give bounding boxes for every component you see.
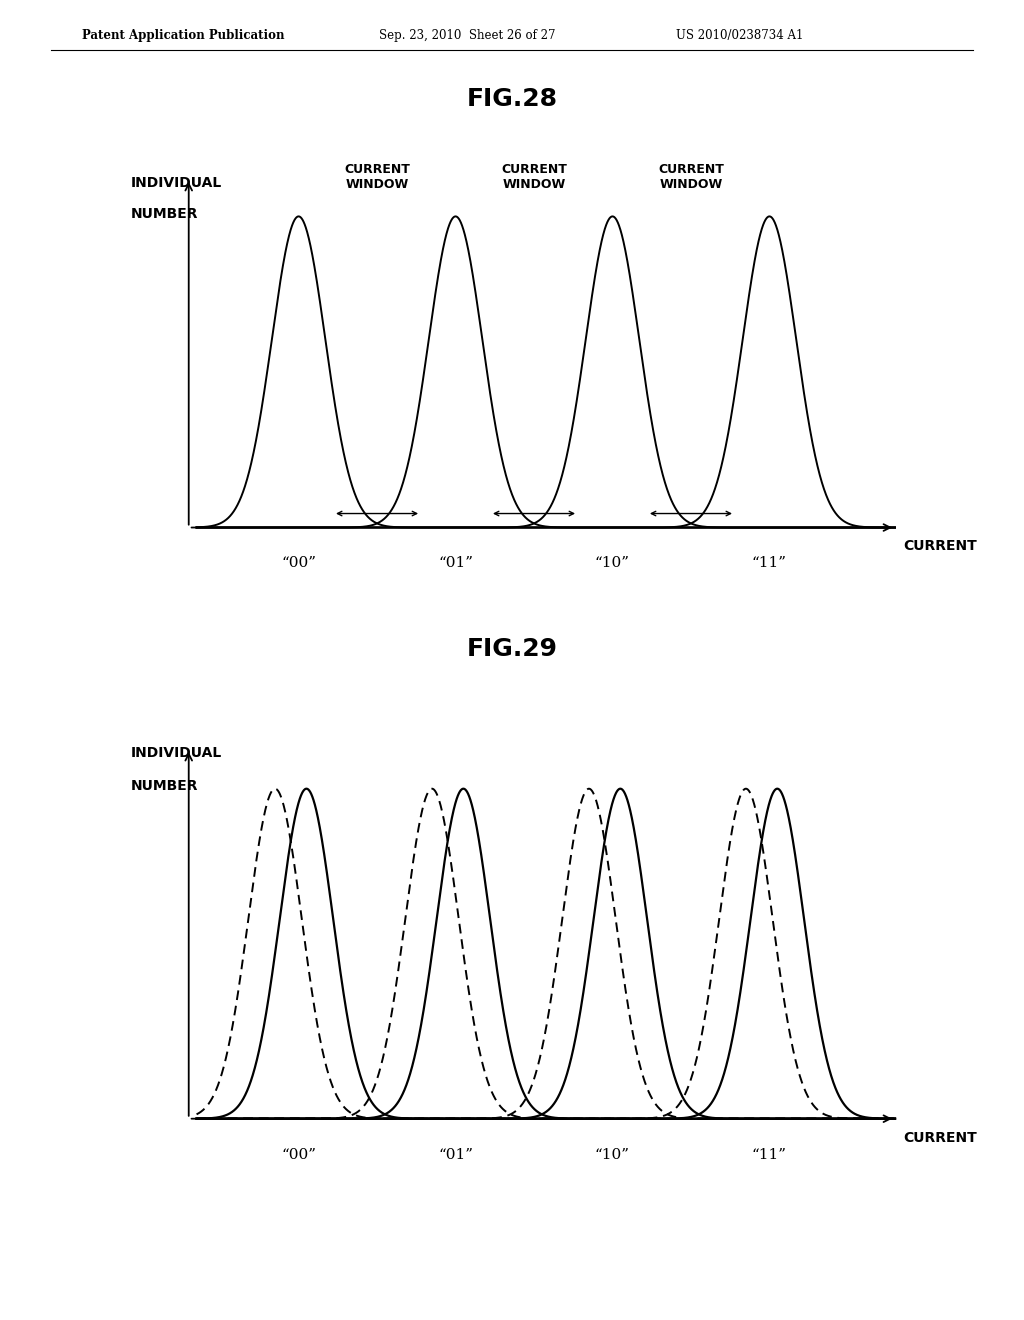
Text: CURRENT: CURRENT [903,539,977,553]
Text: “01”: “01” [438,1148,473,1163]
Text: Sep. 23, 2010  Sheet 26 of 27: Sep. 23, 2010 Sheet 26 of 27 [379,29,555,42]
Text: CURRENT
WINDOW: CURRENT WINDOW [658,164,724,191]
Text: FIG.28: FIG.28 [467,87,557,111]
Text: US 2010/0238734 A1: US 2010/0238734 A1 [676,29,803,42]
Text: “00”: “00” [281,556,316,569]
Text: CURRENT
WINDOW: CURRENT WINDOW [501,164,567,191]
Text: NUMBER: NUMBER [131,779,199,793]
Text: Patent Application Publication: Patent Application Publication [82,29,285,42]
Text: INDIVIDUAL: INDIVIDUAL [131,746,222,760]
Text: “10”: “10” [595,556,630,569]
Text: “11”: “11” [752,556,786,569]
Text: “11”: “11” [752,1148,786,1163]
Text: INDIVIDUAL: INDIVIDUAL [131,176,222,190]
Text: “00”: “00” [281,1148,316,1163]
Text: NUMBER: NUMBER [131,207,199,220]
Text: “01”: “01” [438,556,473,569]
Text: CURRENT: CURRENT [903,1131,977,1146]
Text: CURRENT
WINDOW: CURRENT WINDOW [344,164,410,191]
Text: “10”: “10” [595,1148,630,1163]
Text: FIG.29: FIG.29 [467,638,557,661]
